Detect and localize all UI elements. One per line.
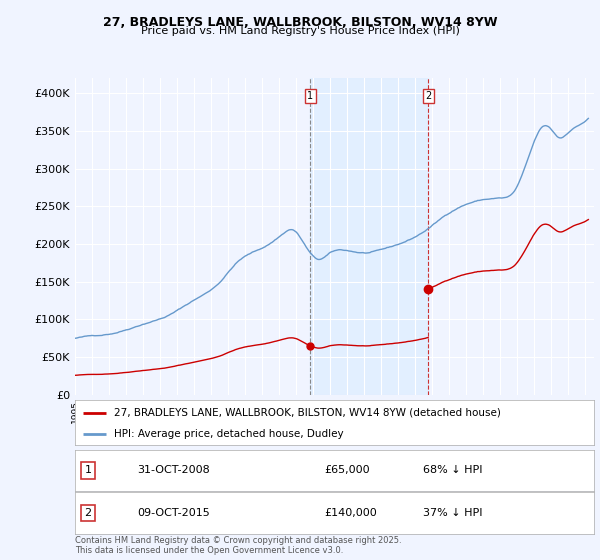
Text: 2: 2 [85,508,92,518]
Text: Contains HM Land Registry data © Crown copyright and database right 2025.
This d: Contains HM Land Registry data © Crown c… [75,536,401,556]
Text: HPI: Average price, detached house, Dudley: HPI: Average price, detached house, Dudl… [114,429,344,439]
Text: 31-OCT-2008: 31-OCT-2008 [137,465,210,475]
Text: 27, BRADLEYS LANE, WALLBROOK, BILSTON, WV14 8YW (detached house): 27, BRADLEYS LANE, WALLBROOK, BILSTON, W… [114,408,501,418]
Text: 1: 1 [307,91,313,101]
Text: 37% ↓ HPI: 37% ↓ HPI [423,508,482,518]
Bar [310,78,428,395]
Text: 09-OCT-2015: 09-OCT-2015 [137,508,210,518]
Text: £140,000: £140,000 [324,508,377,518]
Text: 27, BRADLEYS LANE, WALLBROOK, BILSTON, WV14 8YW: 27, BRADLEYS LANE, WALLBROOK, BILSTON, W… [103,16,497,29]
Text: 1: 1 [85,465,91,475]
Text: £65,000: £65,000 [324,465,370,475]
Text: Price paid vs. HM Land Registry's House Price Index (HPI): Price paid vs. HM Land Registry's House … [140,26,460,36]
Text: 68% ↓ HPI: 68% ↓ HPI [423,465,482,475]
Text: 2: 2 [425,91,431,101]
